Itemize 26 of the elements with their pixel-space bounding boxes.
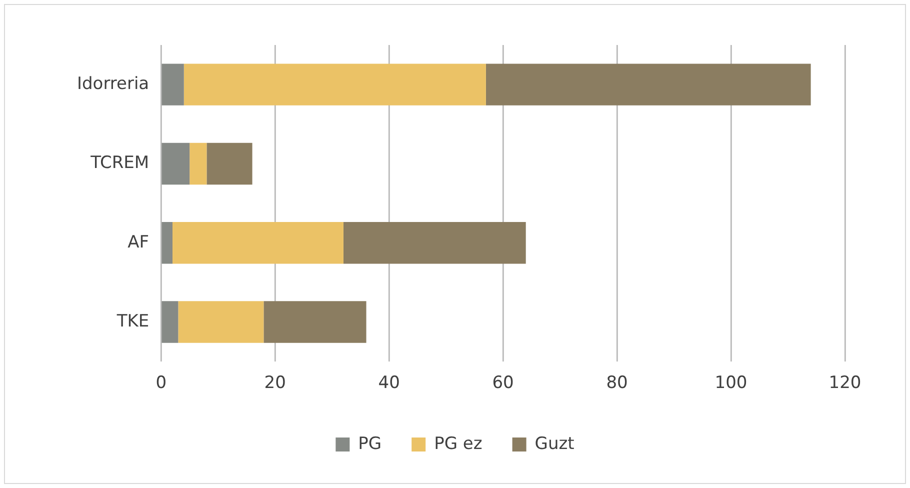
bar <box>184 64 486 106</box>
x-tick-label: 60 <box>492 373 514 394</box>
bar <box>178 301 264 343</box>
y-tick-label: TCREM <box>90 153 150 174</box>
y-tick-label: Idorreria <box>76 74 150 94</box>
x-tick-label: 0 <box>156 373 167 394</box>
legend-label: Guzt <box>534 434 575 454</box>
bar <box>190 142 207 185</box>
bar <box>162 222 172 264</box>
legend-label: PG <box>358 434 382 454</box>
x-tick-label: 120 <box>828 373 862 394</box>
bar <box>172 222 344 264</box>
x-tick-label: 80 <box>606 373 628 394</box>
y-tick-label: TKE <box>116 311 150 332</box>
bar <box>162 64 184 106</box>
bar <box>206 142 252 185</box>
bar <box>162 142 190 185</box>
bar <box>264 301 366 343</box>
y-tick-label: AF <box>128 232 150 252</box>
bar <box>343 222 526 264</box>
x-tick-label: 100 <box>714 373 748 394</box>
bar <box>486 64 811 106</box>
legend-label: PG ez <box>434 434 482 454</box>
bar <box>162 301 178 343</box>
x-tick-label: 40 <box>378 373 400 394</box>
x-tick-label: 20 <box>264 373 286 394</box>
